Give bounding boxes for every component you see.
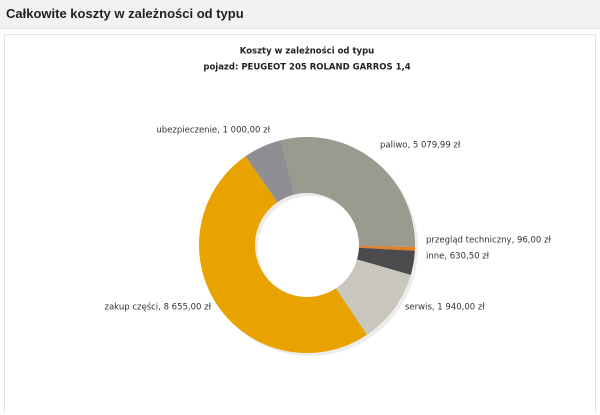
header-bar: Całkowite koszty w zależności od typu xyxy=(0,0,600,29)
chart-title: Koszty w zależności od typu xyxy=(240,46,374,57)
donut-slice xyxy=(245,140,295,203)
data-label: paliwo, 5 079,99 zł xyxy=(380,141,461,151)
donut-slice xyxy=(280,137,415,248)
donut-slice xyxy=(335,259,411,335)
chart-subtitle: pojazd: PEUGEOT 205 ROLAND GARROS 1,4 xyxy=(203,63,410,73)
donut-slice xyxy=(356,247,415,275)
data-label: ubezpieczenie, 1 000,00 zł xyxy=(156,126,270,136)
data-label: zakup części, 8 655,00 zł xyxy=(105,302,212,313)
data-label: serwis, 1 940,00 zł xyxy=(405,303,485,313)
data-label: przegląd techniczny, 96,00 zł xyxy=(426,236,551,246)
donut-slice xyxy=(199,156,367,353)
header-title: Całkowite koszty w zależności od typu xyxy=(6,6,244,21)
donut-slice xyxy=(358,245,415,251)
data-label: inne, 630,50 zł xyxy=(426,252,490,262)
